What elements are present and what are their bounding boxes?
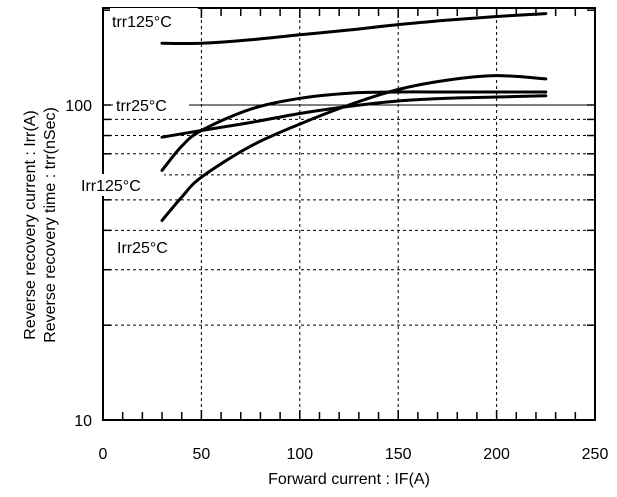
grid <box>103 8 595 420</box>
x-tick-label: 150 <box>385 446 412 463</box>
y-tick-labels: 10 100 <box>65 98 92 430</box>
label-irr125: Irr125°C <box>81 178 141 195</box>
curves <box>160 12 548 222</box>
curve-irr25 <box>160 74 548 222</box>
x-axis-title: Forward current : IF(A) <box>268 471 430 488</box>
y-axis-title-line-1: Reverse recovery current : Irr(A) <box>22 110 39 339</box>
x-tick-labels: 0 50 100 150 200 250 <box>99 446 609 463</box>
tick-marks <box>103 8 595 420</box>
x-tick-label: 250 <box>582 446 609 463</box>
curve-irr125 <box>160 90 548 172</box>
y-tick-label: 100 <box>65 98 92 115</box>
label-trr25: trr25°C <box>116 98 167 115</box>
label-trr125: trr125°C <box>112 14 172 31</box>
plot-frame <box>102 7 596 421</box>
curve-labels: trr125°C trr25°C Irr125°C Irr25°C <box>78 8 198 257</box>
x-tick-label: 200 <box>483 446 510 463</box>
y-axis-title-line-2: Reverse recovery time : trr(nSec) <box>42 107 59 343</box>
y-tick-label: 10 <box>74 413 92 430</box>
curve-trr125 <box>160 12 548 46</box>
x-tick-label: 50 <box>193 446 211 463</box>
x-tick-label: 0 <box>99 446 108 463</box>
label-irr25: Irr25°C <box>117 240 168 257</box>
x-tick-label: 100 <box>286 446 313 463</box>
